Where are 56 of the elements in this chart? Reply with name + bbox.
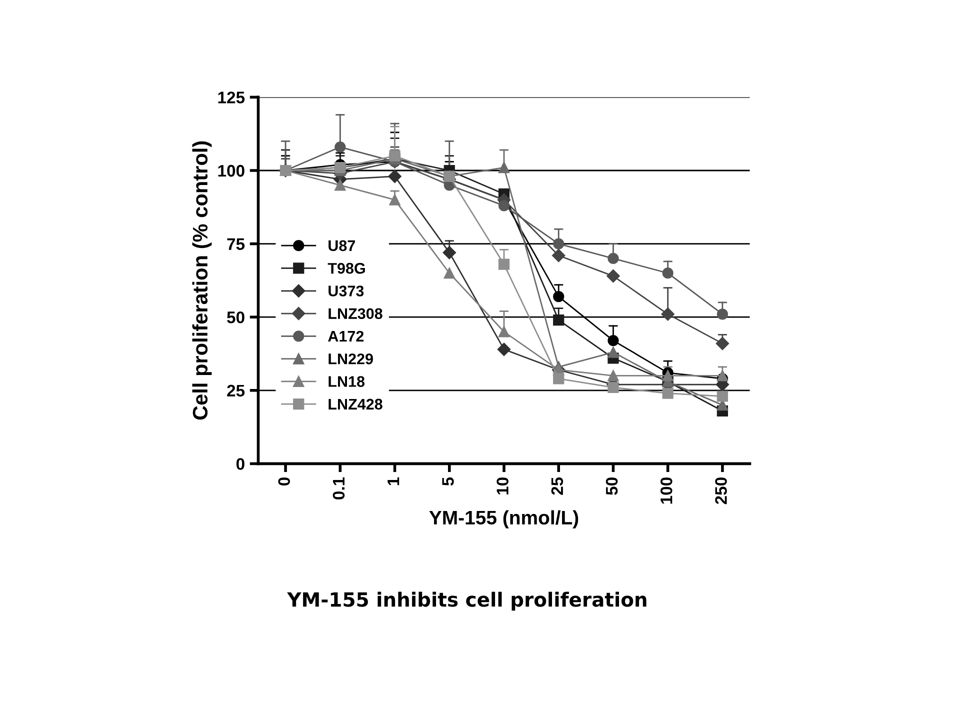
legend-label: LNZ428: [328, 398, 382, 410]
legend-label: A172: [328, 330, 364, 342]
point: [498, 200, 510, 212]
point: [498, 258, 510, 270]
x-tick-label: 50: [606, 478, 618, 495]
point: [661, 308, 674, 321]
point: [498, 162, 510, 174]
point: [662, 370, 674, 382]
point: [553, 373, 564, 384]
y-tick-label: 75: [227, 238, 245, 250]
y-axis-title: Cell proliferation (% control): [192, 141, 212, 420]
legend-label: LN18: [328, 376, 365, 387]
point: [608, 382, 619, 394]
legend-label: U87: [328, 240, 356, 252]
point: [553, 314, 564, 326]
y-tick-label: 50: [227, 311, 244, 324]
point: [553, 291, 564, 302]
point: [334, 180, 346, 191]
y-tick-label: 25: [227, 384, 245, 397]
point: [442, 246, 456, 260]
point: [716, 390, 728, 402]
x-tick-label: 10: [496, 478, 508, 494]
point: [552, 248, 566, 262]
y-tick-label: 100: [218, 164, 244, 177]
point: [389, 194, 400, 206]
legend-label: T98G: [328, 262, 365, 274]
point: [444, 268, 455, 279]
legend-label: U373: [328, 286, 364, 296]
point: [334, 141, 346, 153]
point: [608, 252, 619, 264]
x-tick-label: 0: [278, 478, 290, 486]
x-tick-label: 250: [715, 478, 727, 504]
point: [553, 238, 564, 250]
point: [716, 370, 728, 382]
y-tick-label: 0: [236, 458, 244, 470]
x-tick-label: 100: [660, 478, 672, 504]
x-tick-label: 0.1: [332, 477, 345, 500]
point: [662, 388, 674, 399]
point: [608, 370, 619, 382]
point: [662, 268, 674, 279]
x-tick-label: 25: [551, 477, 564, 495]
point: [498, 326, 510, 338]
x-tick-label: 1: [388, 477, 400, 486]
point: [716, 336, 730, 350]
y-tick-label: 125: [218, 92, 245, 104]
point: [388, 170, 402, 183]
point: [608, 334, 619, 346]
legend-label: LNZ308: [328, 308, 382, 320]
point: [606, 269, 620, 283]
point: [716, 308, 728, 320]
point: [497, 342, 511, 356]
x-axis-title: YM-155 (nmol/L): [429, 510, 578, 528]
text: YM-155 inhibits cell proliferation: [287, 592, 646, 611]
legend-label: LN229: [328, 354, 373, 364]
point: [608, 346, 619, 358]
x-tick-label: 5: [442, 477, 454, 486]
